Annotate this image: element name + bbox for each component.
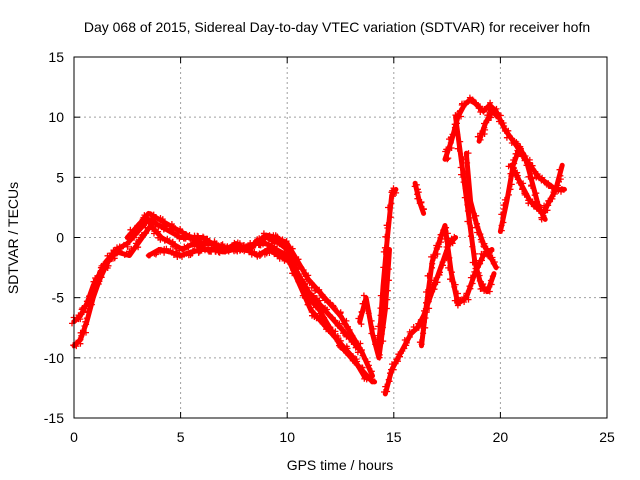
x-tick-label: 0 [70,429,78,445]
series-arc-9 [411,180,427,216]
y-tick-label: 10 [48,109,64,125]
y-tick-label: 15 [48,49,64,65]
y-axis-label: SDTVAR / TECUs [5,182,21,294]
plus-markers [505,163,564,219]
series-arc-12 [463,150,500,271]
x-tick-label: 10 [279,429,295,445]
series-arc-15 [505,162,565,219]
plus-markers [145,239,361,356]
x-tick-label: 25 [599,429,615,445]
x-axis-label: GPS time / hours [287,457,394,473]
series-arc-11 [451,112,497,295]
plus-markers [373,185,400,348]
grid-lines [74,57,607,418]
series-line [453,114,497,295]
plus-markers [474,106,502,143]
series-line [382,235,459,397]
y-tick-label: -5 [52,290,65,306]
y-tick-label: -15 [44,410,64,426]
plus-markers [411,181,427,213]
series-arc-7 [381,233,459,397]
y-tick-label: 0 [56,230,64,246]
y-tick-label: -10 [44,350,64,366]
y-tick-label: 5 [56,169,64,185]
series-arc-13 [474,106,502,144]
data-series [69,94,567,397]
series-arc-6 [373,185,400,349]
plus-markers [463,150,500,271]
x-tick-label: 5 [177,429,185,445]
x-tick-label: 20 [493,429,509,445]
x-tick-label: 15 [386,429,402,445]
plus-markers [416,224,495,348]
series-arc-4 [145,239,365,356]
chart-title: Day 068 of 2015, Sidereal Day-to-day VTE… [84,19,590,35]
axis-ticks: 0 5 10 15 20 25 -15 -10 -5 0 5 10 15 [44,49,615,445]
